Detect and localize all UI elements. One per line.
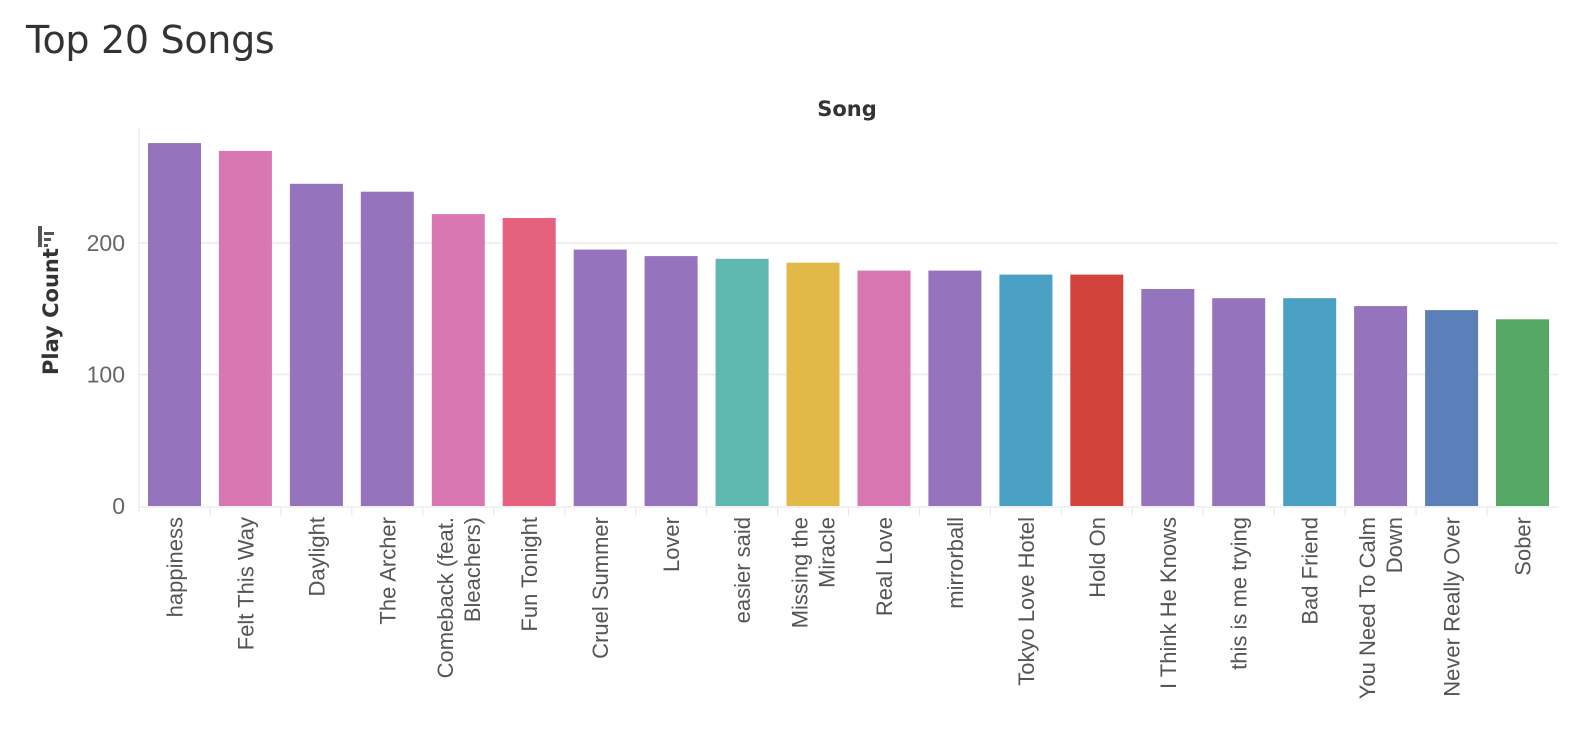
x-tick-label: Felt This Way [233,517,258,650]
x-tick-label: Lover [659,517,684,572]
bar[interactable] [857,270,911,506]
x-tick-label: Fun Tonight [517,517,542,632]
x-tick-label: Never Really Over [1440,517,1465,697]
bar[interactable] [1070,274,1124,506]
bar[interactable] [1354,306,1408,506]
x-tick-label: I Think He Knows [1156,517,1181,689]
x-tick-label: Miracle [815,517,840,588]
gridlines [138,128,1558,512]
x-tick-label: Bleachers) [460,517,485,622]
bar[interactable] [644,256,698,506]
x-tick-label: Tokyo Love Hotel [1014,517,1039,686]
y-axis-title-group: Play Count [38,226,63,375]
x-tick-label: Hold On [1085,517,1110,598]
bar[interactable] [573,249,627,506]
chart-title: Top 20 Songs [26,18,275,62]
bar[interactable] [431,214,485,506]
bar[interactable] [360,191,414,506]
bar[interactable] [928,270,982,506]
y-axis-ticks: 0 100 200 [87,230,125,519]
bar[interactable] [218,150,272,506]
bar[interactable] [289,183,343,507]
x-tick-label: Real Love [872,517,897,616]
bar[interactable] [502,218,556,506]
x-tick-label: mirrorball [943,517,968,609]
y-tick-label: 100 [87,362,125,388]
x-tick-label: You Need To Calm [1355,517,1380,699]
bar[interactable] [786,262,840,506]
bar[interactable] [999,274,1053,506]
sort-descending-icon[interactable] [38,226,54,247]
x-tick-label: Missing the [788,517,813,628]
x-tick-label: Cruel Summer [588,517,613,659]
x-tick-label: The Archer [375,517,400,625]
x-tick-label: this is me trying [1227,517,1252,670]
x-tick-label: Comeback (feat. [433,517,458,678]
x-tick-label: Daylight [304,517,329,596]
column-header: Song [817,97,877,121]
bar[interactable] [715,258,769,506]
bar[interactable] [1425,310,1479,506]
y-axis-label: Play Count [39,248,63,375]
bar[interactable] [148,143,201,506]
bars [148,143,1549,507]
x-axis-ticks: happiness Felt This Way Daylight The Archer… [163,507,1536,699]
bar[interactable] [1212,298,1266,506]
bar[interactable] [1496,319,1549,506]
x-tick-label: happiness [163,517,188,617]
bar[interactable] [1141,289,1195,506]
bar[interactable] [1283,298,1337,506]
x-tick-label: Down [1382,517,1407,573]
y-tick-label: 0 [112,493,125,519]
x-tick-label: easier said [730,517,755,623]
x-tick-label: Sober [1511,517,1536,576]
y-tick-label: 200 [87,230,125,256]
x-tick-label: Bad Friend [1298,517,1323,625]
